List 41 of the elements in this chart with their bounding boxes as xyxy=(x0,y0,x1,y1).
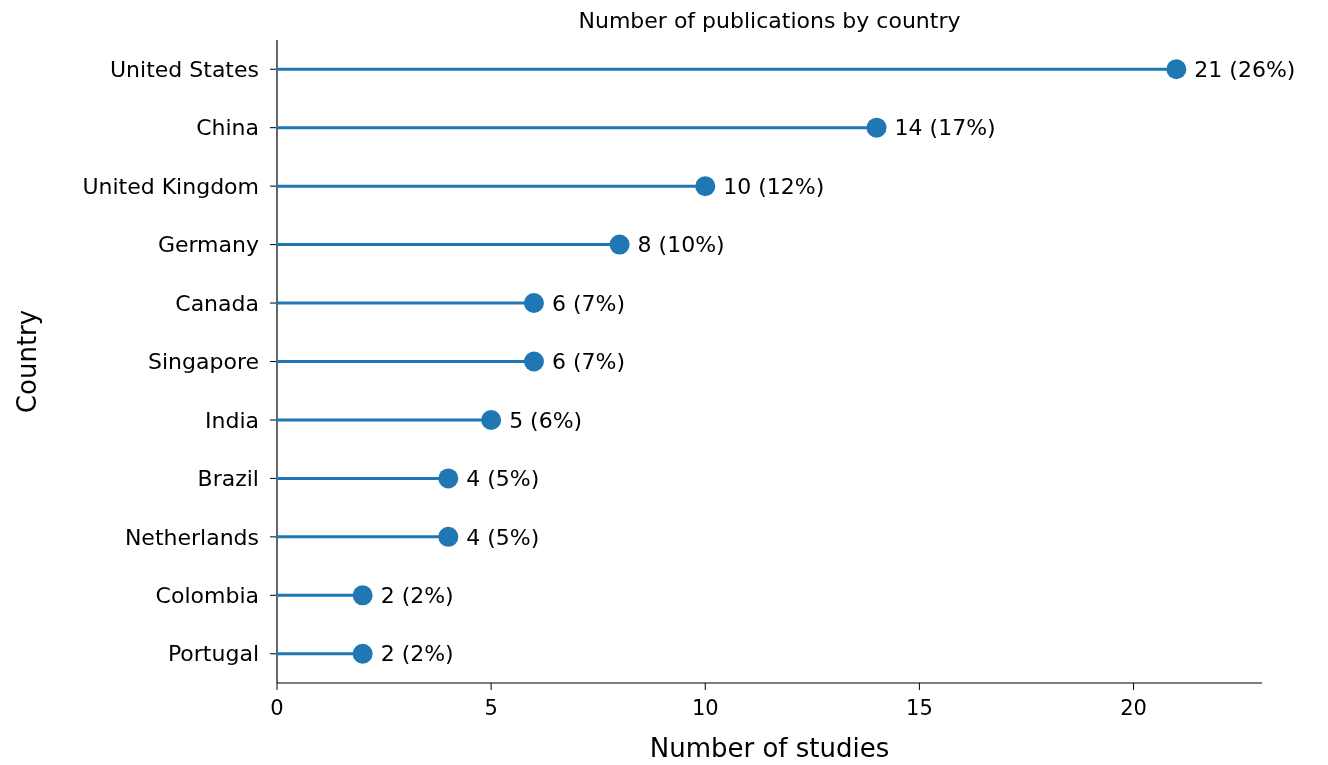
point xyxy=(481,409,502,430)
data-label: 4 (5%) xyxy=(466,466,540,492)
point xyxy=(609,234,630,255)
data-label: 14 (17%) xyxy=(894,115,996,141)
y-tick-label: Brazil xyxy=(197,466,259,492)
y-tick-label: Canada xyxy=(175,290,259,316)
data-label: 5 (6%) xyxy=(509,407,583,433)
y-tick-label: India xyxy=(205,407,259,433)
data-label: 2 (2%) xyxy=(380,583,454,609)
y-tick-label: Portugal xyxy=(167,641,259,667)
point xyxy=(1166,59,1187,80)
x-tick-label: 15 xyxy=(906,696,933,720)
point xyxy=(352,585,373,606)
data-label: 8 (10%) xyxy=(637,232,725,258)
point xyxy=(523,293,544,314)
x-tick-label: 5 xyxy=(484,696,498,720)
y-tick-label: China xyxy=(196,115,259,141)
data-label: 6 (7%) xyxy=(551,290,626,316)
point xyxy=(352,643,373,664)
data-label: 2 (2%) xyxy=(380,641,454,667)
data-label: 4 (5%) xyxy=(466,524,540,550)
point xyxy=(695,176,716,197)
x-tick-label: 0 xyxy=(270,696,284,720)
point xyxy=(438,526,459,547)
x-axis-title: Number of studies xyxy=(649,733,890,763)
y-tick-label: Germany xyxy=(157,232,259,258)
data-label: 6 (7%) xyxy=(551,349,626,375)
data-label: 10 (12%) xyxy=(723,173,825,199)
chart-title: Number of publications by country xyxy=(578,8,961,33)
point xyxy=(438,468,459,489)
y-tick-label: Colombia xyxy=(155,583,259,609)
data-label: 21 (26%) xyxy=(1194,56,1296,82)
y-tick-label: Netherlands xyxy=(124,524,259,550)
x-tick-label: 20 xyxy=(1120,696,1147,720)
y-tick-label: United Kingdom xyxy=(82,173,259,199)
point xyxy=(523,351,544,372)
x-tick-label: 10 xyxy=(691,696,719,720)
y-tick-label: United States xyxy=(110,56,259,82)
point xyxy=(866,117,887,138)
y-axis-title: Country xyxy=(12,309,42,414)
y-tick-label: Singapore xyxy=(148,349,259,375)
